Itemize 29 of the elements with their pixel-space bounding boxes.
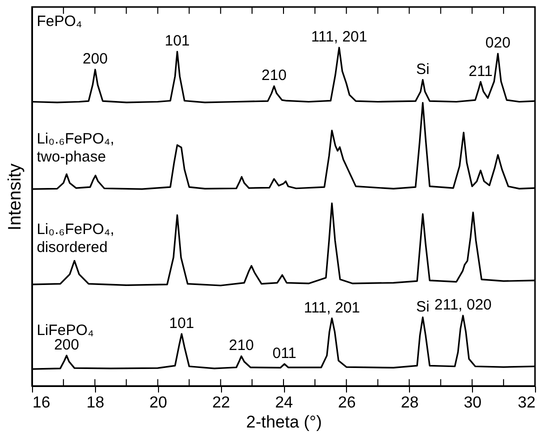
annotation: 111, 201: [311, 28, 368, 46]
x-axis-title: 2-theta (°): [246, 412, 322, 432]
x-tick-label: 20: [149, 394, 168, 412]
series-label: LiFePO₄: [36, 322, 94, 340]
annotation: 211, 020: [434, 296, 492, 314]
x-tick-label: 16: [32, 394, 50, 412]
legend-label: FePO₄: [36, 12, 82, 30]
x-tick-label: 26: [338, 394, 356, 412]
series-label: Li₀.₆FePO₄, disordered: [36, 221, 114, 256]
annotation: 200: [54, 336, 80, 354]
annotation: 210: [262, 67, 287, 84]
annotation: 011: [272, 345, 296, 362]
annotation: Si: [416, 60, 430, 78]
x-tick-label: 22: [212, 394, 230, 412]
x-tick-label: 24: [275, 394, 293, 412]
annotation: 111, 201: [304, 299, 360, 316]
annotation: 020: [485, 34, 510, 52]
annotation: 101: [169, 314, 194, 332]
x-tick-label: 28: [400, 394, 419, 412]
x-tick-label: 32: [518, 394, 536, 412]
annotation: 200: [82, 50, 108, 68]
annotation: 210: [228, 337, 254, 354]
annotation: 211: [468, 62, 493, 80]
y-axis-title: Intensity: [4, 163, 24, 231]
annotation: Si: [416, 298, 430, 316]
x-tick-label: 30: [464, 394, 482, 412]
series-label: Li₀.₆FePO₄, two-phase: [36, 130, 114, 166]
x-tick-label: 18: [86, 394, 104, 412]
annotation: 101: [164, 32, 190, 50]
